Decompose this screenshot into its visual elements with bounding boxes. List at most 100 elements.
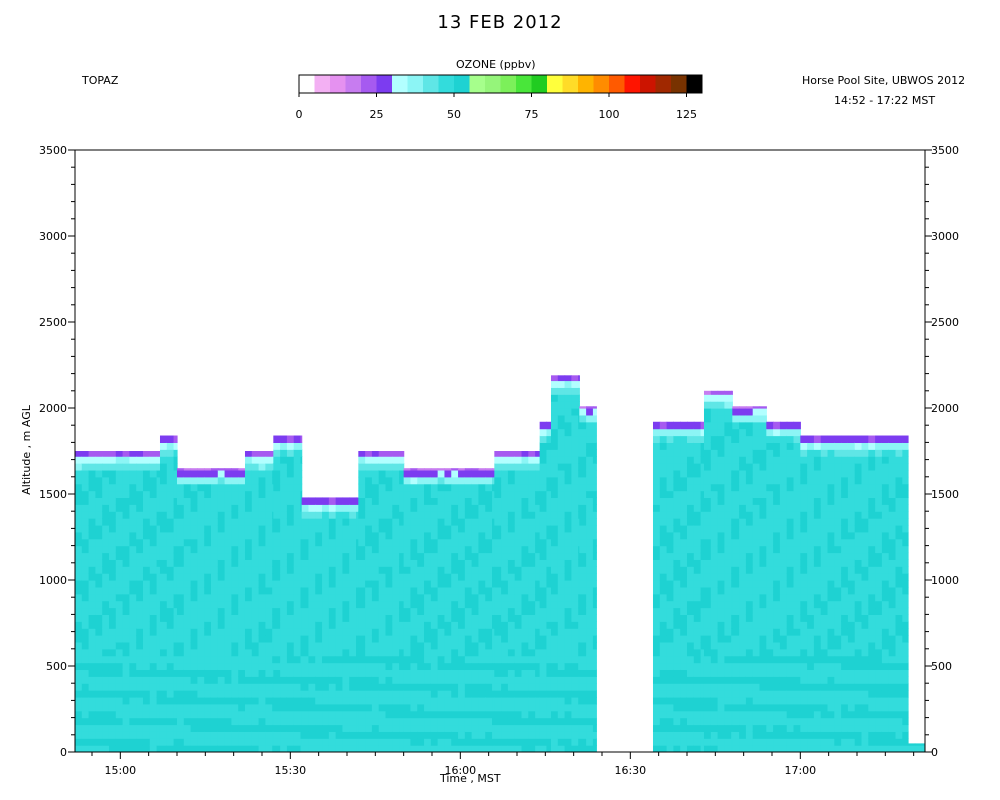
data-cell xyxy=(224,717,232,726)
data-cell xyxy=(478,641,486,650)
data-cell xyxy=(156,614,161,622)
data-cell xyxy=(149,662,158,671)
data-cell xyxy=(724,586,732,595)
data-cell xyxy=(666,552,674,560)
data-cell xyxy=(273,683,281,691)
data-cell xyxy=(166,600,175,609)
data-cell xyxy=(315,669,323,677)
data-cell xyxy=(732,710,740,719)
data-cell xyxy=(378,690,387,698)
data-cell xyxy=(752,662,761,671)
data-cell xyxy=(308,621,316,629)
data-cell xyxy=(686,566,695,574)
data-cell xyxy=(328,724,337,732)
data-cell xyxy=(272,476,274,485)
data-cell xyxy=(156,724,161,732)
data-cell xyxy=(745,552,754,560)
data-cell xyxy=(385,518,393,526)
data-cell xyxy=(659,476,668,485)
data-cell xyxy=(592,683,597,691)
data-cell xyxy=(88,593,96,602)
data-cell xyxy=(293,524,302,533)
data-cell xyxy=(430,504,439,512)
data-cell xyxy=(88,690,96,698)
data-cell xyxy=(703,483,712,492)
data-cell xyxy=(156,524,161,533)
data-cell xyxy=(286,504,295,512)
data-cell xyxy=(592,710,597,719)
data-cell xyxy=(204,518,212,526)
data-cell xyxy=(659,428,668,437)
data-cell xyxy=(578,387,580,395)
data-cell xyxy=(272,731,274,739)
data-cell xyxy=(807,586,815,595)
data-cell xyxy=(717,635,725,643)
data-cell xyxy=(779,497,788,505)
data-cell xyxy=(280,662,288,671)
data-cell xyxy=(732,655,740,664)
data-cell xyxy=(592,414,597,423)
data-cell xyxy=(286,717,295,726)
data-cell xyxy=(430,469,439,478)
data-cell xyxy=(464,710,473,719)
data-cell xyxy=(251,696,260,705)
data-cell xyxy=(365,676,373,684)
data-cell xyxy=(666,435,674,443)
data-cell xyxy=(507,566,516,574)
data-cell xyxy=(564,428,572,437)
data-cell xyxy=(430,573,439,581)
data-cell xyxy=(217,531,226,540)
data-cell xyxy=(437,538,446,547)
data-cell xyxy=(478,648,486,657)
data-cell xyxy=(293,463,302,471)
data-cell xyxy=(773,621,781,629)
data-cell xyxy=(122,504,130,512)
data-cell xyxy=(813,635,822,643)
data-cell xyxy=(521,710,529,719)
data-cell xyxy=(88,586,96,595)
data-cell xyxy=(485,468,493,471)
data-cell xyxy=(759,559,767,567)
data-cell xyxy=(258,566,266,574)
data-cell xyxy=(308,552,316,560)
data-cell xyxy=(399,566,405,574)
data-cell xyxy=(129,669,137,677)
data-cell xyxy=(156,628,161,636)
data-cell xyxy=(273,703,281,712)
data-cell xyxy=(528,614,536,622)
data-cell xyxy=(571,421,579,430)
data-cell xyxy=(204,580,212,588)
data-cell xyxy=(102,483,110,492)
data-cell xyxy=(773,738,781,746)
data-cell xyxy=(293,483,302,492)
data-cell xyxy=(190,573,198,581)
data-cell xyxy=(786,641,795,650)
data-cell xyxy=(190,724,198,732)
data-cell xyxy=(444,600,452,609)
data-cell xyxy=(779,449,788,457)
data-cell xyxy=(739,497,747,505)
data-cell xyxy=(328,580,337,588)
data-cell xyxy=(550,490,559,499)
data-cell xyxy=(335,607,344,615)
data-cell xyxy=(286,469,295,478)
data-cell xyxy=(173,676,178,684)
data-cell xyxy=(786,545,795,554)
data-cell xyxy=(666,538,674,547)
data-cell xyxy=(444,724,452,732)
data-cell xyxy=(349,566,357,574)
data-cell xyxy=(458,468,466,471)
data-cell xyxy=(731,600,733,609)
data-cell xyxy=(173,586,178,595)
data-cell xyxy=(773,614,781,622)
data-cell xyxy=(766,641,774,650)
data-cell xyxy=(478,600,486,609)
data-cell xyxy=(286,476,295,485)
data-cell xyxy=(514,573,523,581)
colorbar-tick-label: 50 xyxy=(447,108,461,121)
data-cell xyxy=(280,559,288,567)
data-cell xyxy=(183,469,192,478)
data-cell xyxy=(280,497,288,505)
data-cell xyxy=(745,414,754,423)
data-cell xyxy=(210,586,219,595)
